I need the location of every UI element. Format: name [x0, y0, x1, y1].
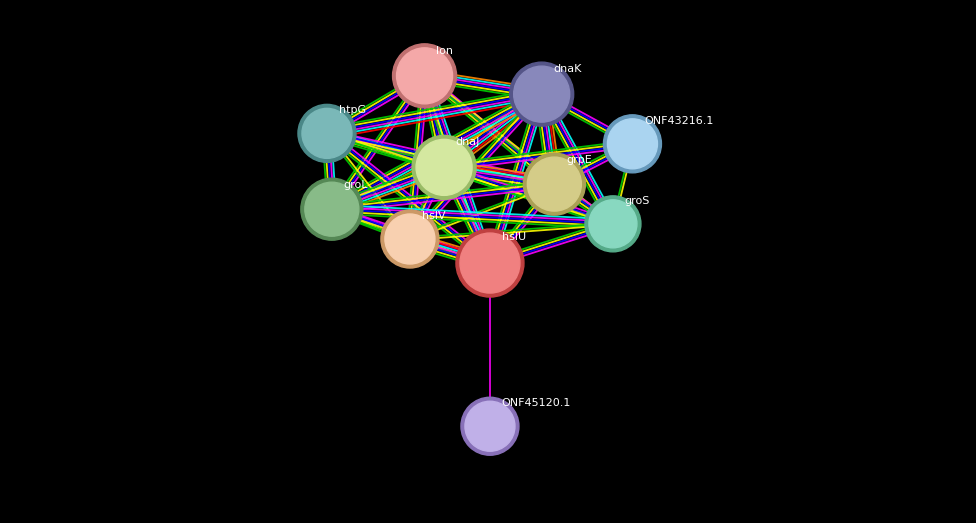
- Text: htpG: htpG: [339, 105, 366, 115]
- Circle shape: [460, 233, 520, 293]
- Circle shape: [461, 397, 519, 455]
- Circle shape: [527, 157, 582, 211]
- Circle shape: [585, 196, 641, 252]
- Circle shape: [396, 48, 453, 104]
- Circle shape: [298, 105, 356, 162]
- Text: ONF45120.1: ONF45120.1: [502, 398, 571, 408]
- Text: groS: groS: [625, 196, 650, 206]
- Circle shape: [523, 153, 586, 215]
- Text: lon: lon: [436, 46, 453, 56]
- Text: hslV: hslV: [422, 211, 445, 221]
- Circle shape: [589, 200, 637, 248]
- Text: grpE: grpE: [566, 155, 591, 165]
- Circle shape: [456, 229, 524, 297]
- Circle shape: [385, 214, 435, 264]
- Circle shape: [392, 44, 457, 108]
- Circle shape: [302, 108, 352, 158]
- Text: dnaJ: dnaJ: [456, 138, 480, 147]
- Circle shape: [513, 66, 570, 122]
- Circle shape: [381, 210, 439, 268]
- Circle shape: [603, 115, 662, 173]
- Circle shape: [412, 135, 476, 199]
- Circle shape: [465, 401, 515, 451]
- Text: ONF43216.1: ONF43216.1: [644, 116, 713, 126]
- Text: groL: groL: [344, 180, 368, 190]
- Circle shape: [416, 139, 472, 196]
- Circle shape: [509, 62, 574, 126]
- Text: hslU: hslU: [502, 232, 526, 242]
- Circle shape: [305, 182, 359, 236]
- Text: dnaK: dnaK: [553, 64, 582, 74]
- Circle shape: [607, 119, 658, 169]
- Circle shape: [301, 178, 363, 240]
